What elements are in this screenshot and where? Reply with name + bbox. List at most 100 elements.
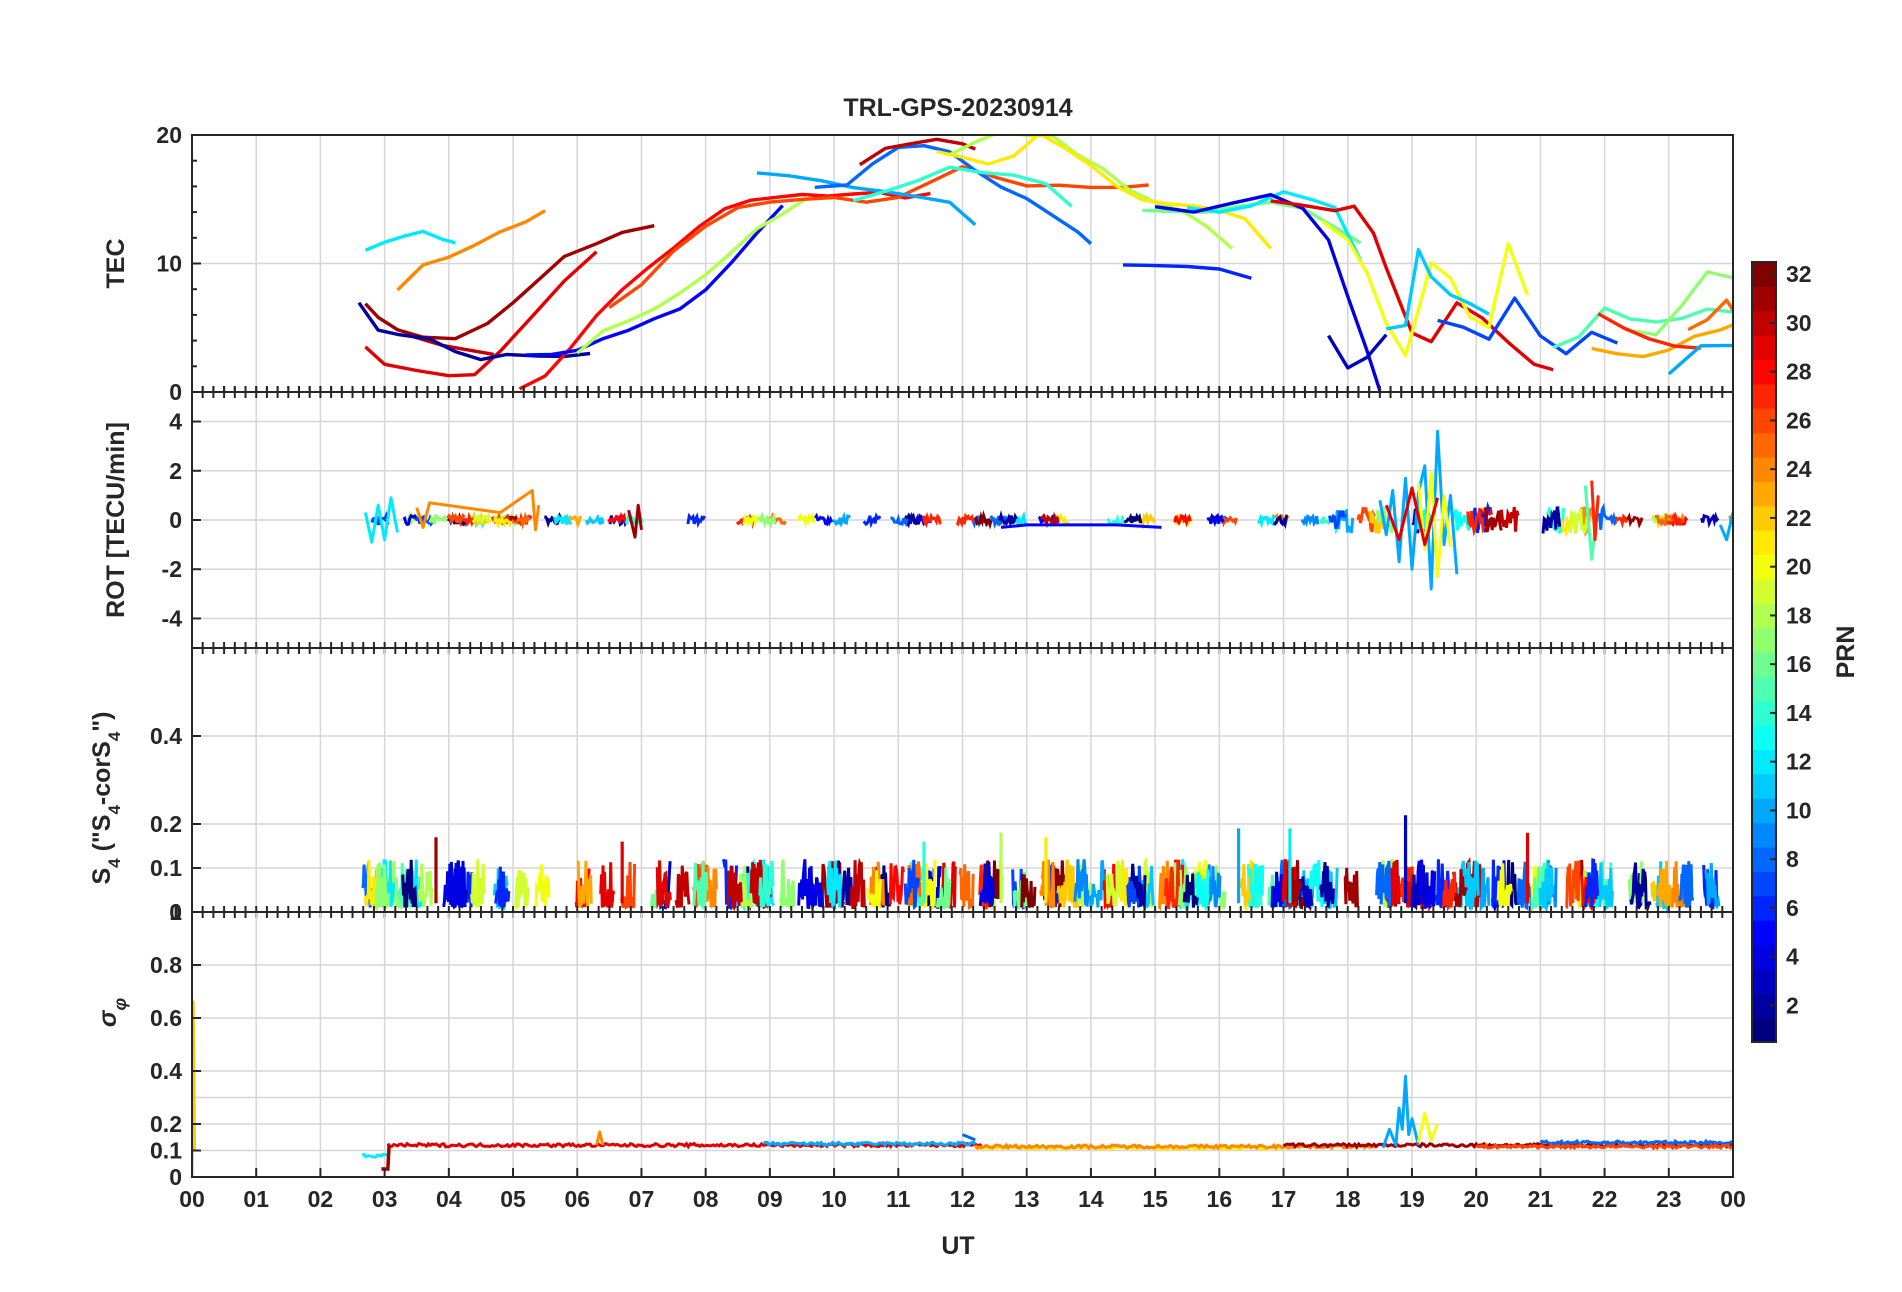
s4-noise-trace [1565,860,1581,910]
series-line [1381,1074,1420,1149]
x-tick-label: 12 [950,1186,976,1212]
series-line [364,224,655,341]
rot-noise-trace [607,511,627,524]
s4-noise-trace [1343,867,1359,908]
series-line [415,489,541,532]
s4-noise-trace [374,862,391,910]
series-line [1552,306,1733,349]
x-axis-label: UT [941,1232,974,1260]
rot-noise-trace [553,512,573,526]
colorbar-swatch [1752,578,1776,604]
x-tick-label: 19 [1399,1186,1425,1212]
s4-noise-trace [1105,860,1122,907]
series-line [608,165,1149,309]
rot-noise-trace [428,513,448,525]
s4-noise-trace [1318,862,1335,908]
rot-noise-trace [1414,502,1434,530]
s4-noise-trace [1597,862,1614,911]
colorbar-frame [1751,261,1777,1043]
x-tick-label: 08 [693,1186,719,1212]
series-line [1385,248,1490,331]
rot-noise-trace [1173,512,1192,528]
series-line [1122,263,1252,280]
rot-noise-trace [414,513,434,528]
colorbar-tick-label: 18 [1786,602,1812,628]
series-line [756,171,977,227]
y-axis-label-s4: S4 ("S4-corS4") [88,712,124,885]
panel-tec: 0 10 20 TEC [102,122,1734,405]
colorbar-tick-label: 8 [1786,846,1799,872]
series-line [1591,323,1733,359]
series-line [576,195,810,355]
colorbar-label: PRN [1832,626,1860,679]
series-line [961,1133,976,1142]
s4-noise-trace [1130,863,1147,911]
s4-noise-trace [1101,863,1118,911]
s4-noise-trace [1496,863,1513,908]
s4-noise-trace [1073,859,1090,907]
x-axis: 00 01 02 03 04 05 06 07 08 09 10 11 12 13 14 15 16 17 18 19… [179,1168,1746,1212]
series-line [357,301,591,362]
colorbar-tick-label: 20 [1786,554,1812,580]
series-line [396,209,546,292]
rot-noise-trace [1356,507,1376,533]
colorbar-swatch [1752,627,1776,653]
x-tick-label: 21 [1528,1186,1554,1212]
s4-noise-trace [599,862,616,908]
s4-noise-trace [1088,859,1105,908]
y-tick-label: 4 [169,409,182,435]
s4-noise-trace [418,863,435,908]
colorbar-swatch [1752,432,1776,458]
s4-noise-trace [888,863,905,905]
s4-noise-trace [903,859,920,911]
rot-noise-trace [1664,511,1684,526]
series-line [936,135,1272,250]
rot-noise-trace [1700,511,1720,529]
s4-noise-trace [1056,859,1073,908]
rot-noise-trace [492,513,513,529]
y-tick-label: 0.1 [150,1138,182,1164]
sigma-band-trace [381,1145,391,1171]
s4-noise-trace [1704,862,1721,910]
colorbar-swatch [1752,822,1776,848]
x-tick-label: 23 [1656,1186,1682,1212]
series-line [814,144,1093,245]
colorbar-swatch [1752,335,1776,361]
s4-noise-trace [1182,873,1199,908]
rot-noise-trace [1541,506,1562,534]
rot-noise-trace [862,512,882,529]
sigma-band-trace [763,1140,977,1148]
y-axis-label-rot: ROT [TECU/min] [102,422,130,618]
colorbar-tick-label: 26 [1786,407,1812,433]
series-line [409,334,495,357]
y-tick-label: 0 [169,1164,182,1190]
s4-noise-trace [726,865,743,912]
s4-noise-trace [620,861,637,910]
colorbar-tick-label: 14 [1786,700,1812,726]
series-line [525,204,784,357]
rot-noise-trace [742,514,762,528]
panel-rot: -4 -2 0 2 4 ROT [TECU/min] [102,386,1734,654]
y-tick-label: 0 [169,379,182,405]
x-tick-label: 00 [1720,1186,1746,1212]
rot-noise-trace [1654,512,1674,527]
s4-noise-trace [674,865,691,909]
colorbar-swatch [1752,286,1776,312]
y-axis-label-sigma_phi: σφ [94,998,130,1028]
rot-noise-trace [584,513,605,526]
x-tick-label: 18 [1335,1186,1361,1212]
x-tick-label: 02 [308,1186,334,1212]
x-tick-label: 22 [1592,1186,1618,1212]
series-s4 [361,815,1721,912]
series-line [1667,343,1733,376]
series-line [1718,512,1733,542]
s4-noise-trace [1020,874,1037,908]
colorbar-tick-label: 30 [1786,310,1812,336]
series-line [627,503,643,539]
sigma-band-trace [1475,1142,1733,1151]
colorbar-swatch [1752,968,1776,994]
y-tick-label: -4 [162,605,183,631]
colorbar-swatch [1752,1017,1776,1043]
